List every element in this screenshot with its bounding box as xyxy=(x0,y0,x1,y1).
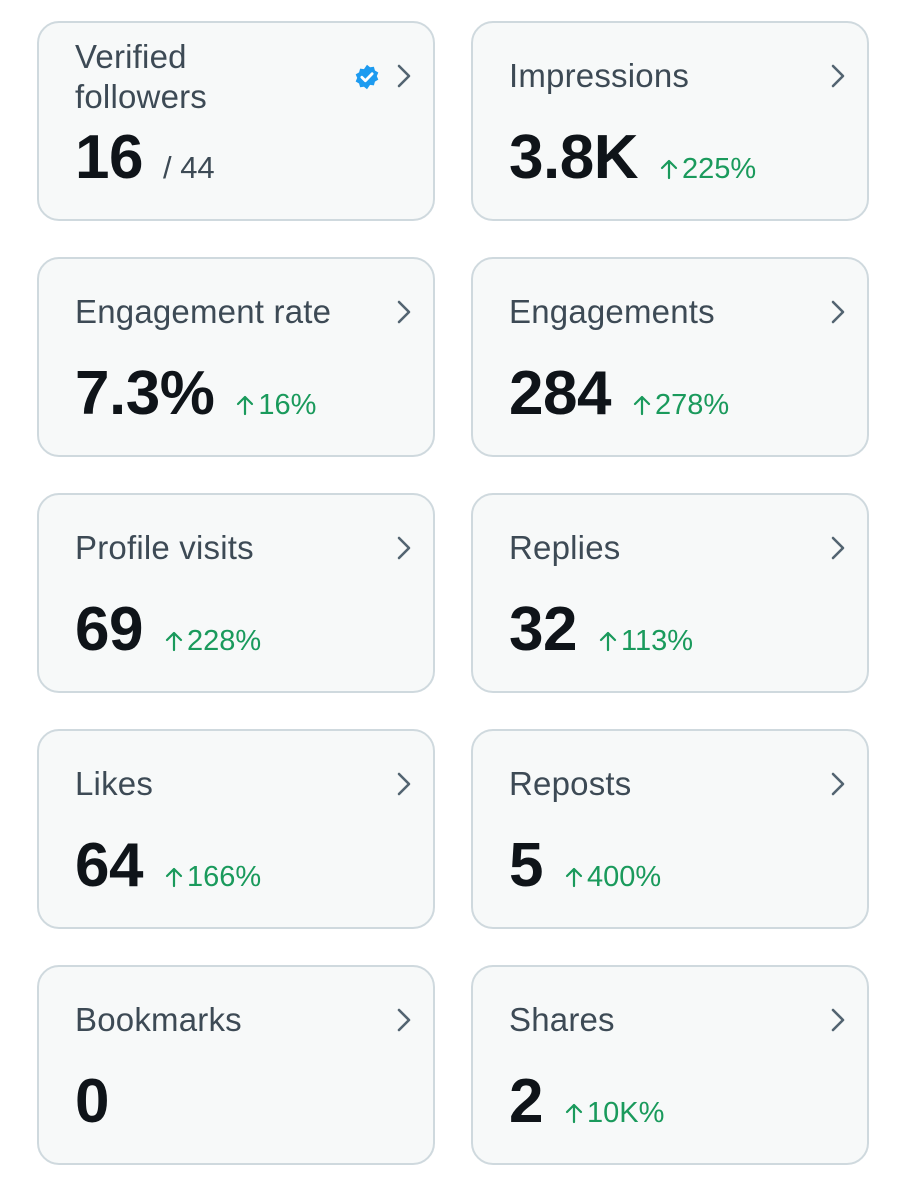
arrow-up-icon xyxy=(599,631,617,652)
chevron-right-icon xyxy=(397,1008,411,1032)
metric-value: 32 xyxy=(509,595,577,664)
change-percent: 400% xyxy=(586,861,662,893)
metric-value: 0 xyxy=(75,1067,109,1136)
chevron-right-icon xyxy=(831,64,845,88)
card-profile-visits[interactable]: Profile visits 69 228% xyxy=(37,493,435,693)
card-label: Shares xyxy=(509,1001,615,1038)
card-label: Bookmarks xyxy=(75,1001,242,1038)
change-percent: 278% xyxy=(654,389,730,421)
metric-value: 16 xyxy=(75,123,143,192)
metrics-grid: Verified followers 16 / 44 Impressions 3… xyxy=(37,21,869,1165)
card-label: Replies xyxy=(509,529,621,566)
change-indicator: 10K% xyxy=(565,1097,664,1130)
change-indicator: 278% xyxy=(633,389,729,422)
arrow-up-icon xyxy=(633,395,651,416)
card-engagement-rate[interactable]: Engagement rate 7.3% 16% xyxy=(37,257,435,457)
metric-value: 64 xyxy=(75,831,143,900)
card-reposts[interactable]: Reposts 5 400% xyxy=(471,729,869,929)
value-row: 69 228% xyxy=(75,595,261,665)
verified-badge-icon xyxy=(355,64,379,90)
change-percent: 228% xyxy=(186,625,262,657)
value-row: 3.8K 225% xyxy=(509,123,756,193)
change-indicator: 113% xyxy=(599,625,693,658)
chevron-right-icon xyxy=(831,1008,845,1032)
card-verified-followers[interactable]: Verified followers 16 / 44 xyxy=(37,21,435,221)
metric-value: 7.3% xyxy=(75,359,215,428)
card-bookmarks[interactable]: Bookmarks 0 xyxy=(37,965,435,1165)
metric-total: / 44 xyxy=(162,150,215,185)
metric-value: 5 xyxy=(509,831,543,900)
chevron-right-icon xyxy=(397,64,411,88)
card-replies[interactable]: Replies 32 113% xyxy=(471,493,869,693)
change-percent: 113% xyxy=(620,625,693,657)
card-label: Profile visits xyxy=(75,529,254,566)
value-row: 16 / 44 xyxy=(75,123,215,193)
card-label: Likes xyxy=(75,765,154,802)
card-impressions[interactable]: Impressions 3.8K 225% xyxy=(471,21,869,221)
change-indicator: 225% xyxy=(660,153,756,186)
chevron-right-icon xyxy=(397,536,411,560)
change-percent: 166% xyxy=(186,861,262,893)
arrow-up-icon xyxy=(165,631,183,652)
change-indicator: 228% xyxy=(165,625,261,658)
value-row: 0 xyxy=(75,1067,109,1137)
card-engagements[interactable]: Engagements 284 278% xyxy=(471,257,869,457)
chevron-right-icon xyxy=(397,772,411,796)
chevron-right-icon xyxy=(397,300,411,324)
card-likes[interactable]: Likes 64 166% xyxy=(37,729,435,929)
change-percent: 225% xyxy=(681,153,757,185)
chevron-right-icon xyxy=(831,300,845,324)
metric-value: 2 xyxy=(509,1067,543,1136)
card-label: Engagements xyxy=(509,293,715,330)
value-row: 2 10K% xyxy=(509,1067,664,1137)
change-indicator: 16% xyxy=(236,389,316,422)
value-row: 32 113% xyxy=(509,595,693,665)
arrow-up-icon xyxy=(565,1103,583,1124)
card-label: Impressions xyxy=(509,57,690,94)
metric-value: 3.8K xyxy=(509,123,638,192)
card-shares[interactable]: Shares 2 10K% xyxy=(471,965,869,1165)
arrow-up-icon xyxy=(237,395,254,416)
change-percent: 10K% xyxy=(586,1097,665,1129)
value-row: 284 278% xyxy=(509,359,729,429)
arrow-up-icon xyxy=(660,159,678,180)
card-label: Engagement rate xyxy=(75,293,332,330)
change-indicator: 166% xyxy=(165,861,261,894)
value-row: 64 166% xyxy=(75,831,261,901)
metric-value: 69 xyxy=(75,595,143,664)
change-percent: 16% xyxy=(258,389,317,421)
value-row: 7.3% 16% xyxy=(75,359,316,429)
change-indicator: 400% xyxy=(565,861,661,894)
value-row: 5 400% xyxy=(509,831,661,901)
arrow-up-icon xyxy=(165,867,183,888)
card-label: Reposts xyxy=(509,765,632,802)
chevron-right-icon xyxy=(831,772,845,796)
chevron-right-icon xyxy=(831,536,845,560)
card-label: Verified followers xyxy=(75,38,208,115)
metric-value: 284 xyxy=(509,359,611,428)
arrow-up-icon xyxy=(565,867,583,888)
